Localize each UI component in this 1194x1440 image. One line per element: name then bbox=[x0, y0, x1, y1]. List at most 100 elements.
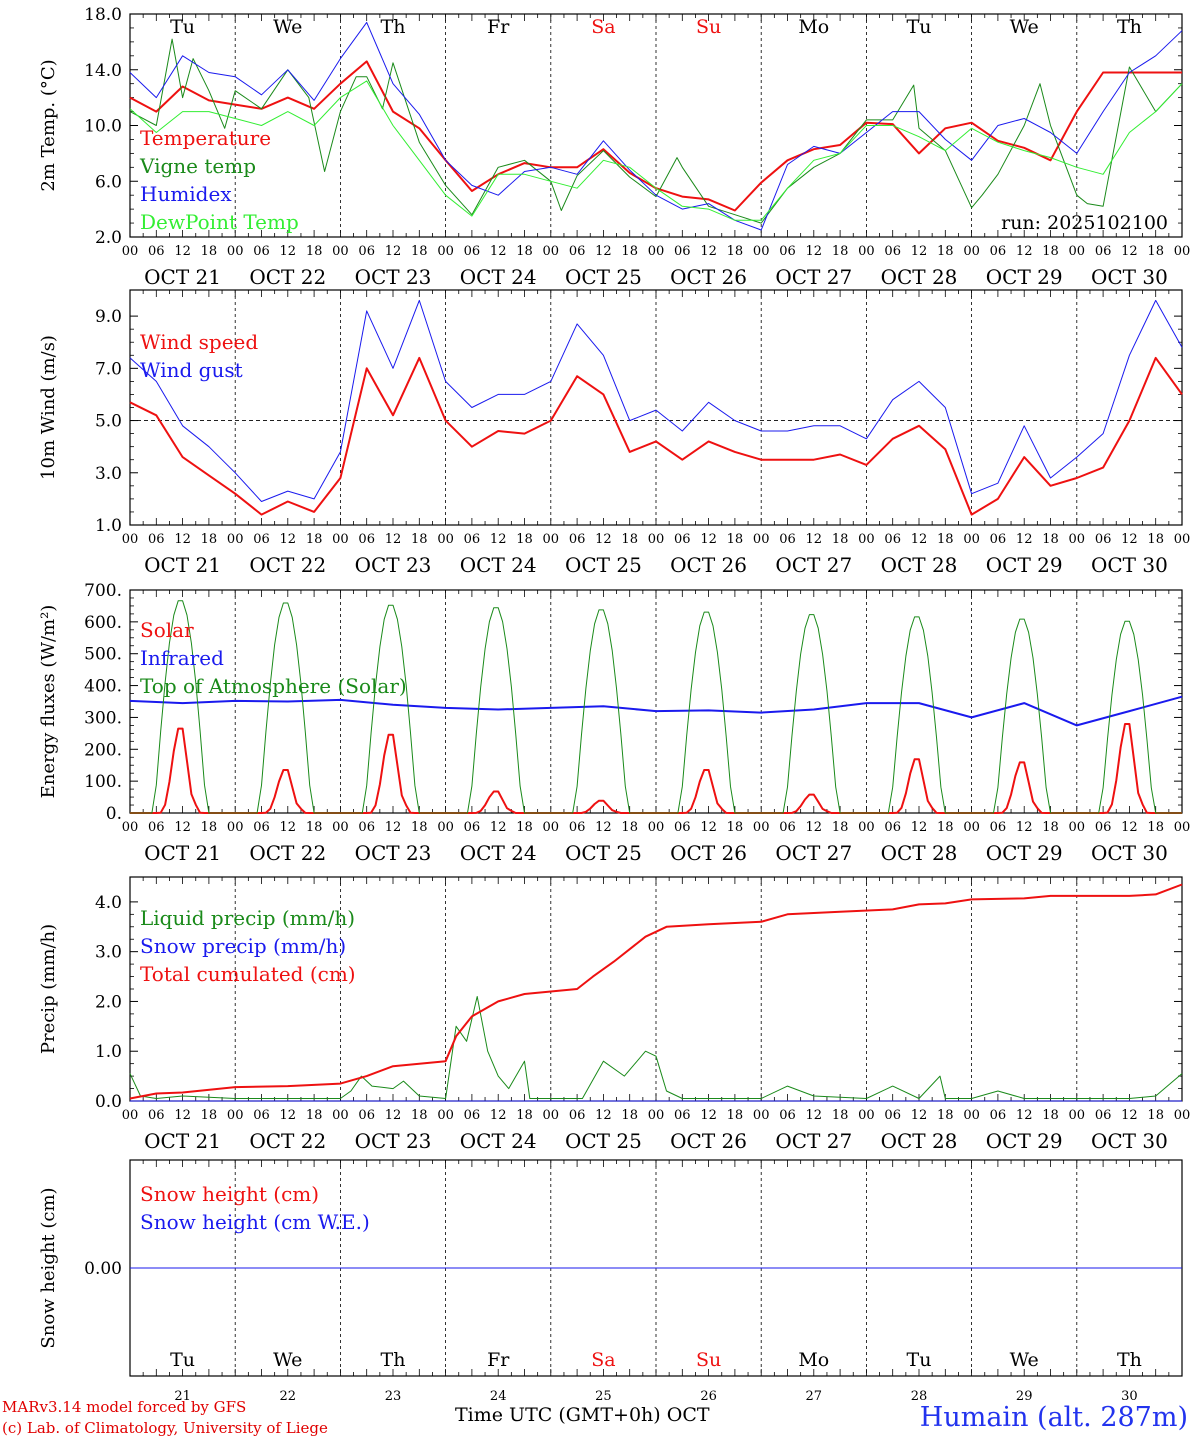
y-tick-label: 3.0 bbox=[95, 464, 122, 484]
series-line-top-of-atmosphere-solar- bbox=[130, 600, 1182, 814]
date-label: OCT 21 bbox=[144, 1129, 221, 1153]
date-label: OCT 21 bbox=[144, 553, 221, 577]
day-number-label: 26 bbox=[700, 1389, 717, 1404]
hour-label: 12 bbox=[806, 1108, 823, 1123]
hour-label: 18 bbox=[201, 820, 218, 835]
weekday-label: Mo bbox=[798, 1349, 829, 1371]
hour-label: 00 bbox=[753, 244, 770, 259]
y-tick-label: 2.0 bbox=[95, 228, 122, 248]
hour-label: 06 bbox=[1095, 244, 1112, 259]
hour-label: 00 bbox=[1069, 820, 1086, 835]
date-label: OCT 30 bbox=[1091, 553, 1168, 577]
hour-label: 18 bbox=[1147, 820, 1164, 835]
time-axis-title: Time UTC (GMT+0h) OCT bbox=[455, 1404, 710, 1426]
hour-label: 18 bbox=[516, 244, 533, 259]
hour-label: 12 bbox=[280, 244, 297, 259]
y-axis-title: 10m Wind (m/s) bbox=[38, 335, 59, 480]
series-line-infrared bbox=[129, 695, 1183, 727]
weekday-label: Fr bbox=[487, 1349, 510, 1371]
date-label: OCT 22 bbox=[249, 553, 326, 577]
day-number-label: 22 bbox=[280, 1389, 297, 1404]
hour-label: 12 bbox=[1121, 1108, 1138, 1123]
hour-label: 00 bbox=[648, 820, 665, 835]
y-tick-label: 0.00 bbox=[84, 1259, 122, 1279]
hour-label: 12 bbox=[490, 532, 507, 547]
hour-label: 12 bbox=[385, 532, 402, 547]
hour-label: 00 bbox=[648, 1108, 665, 1123]
hour-label: 06 bbox=[358, 1108, 375, 1123]
hour-label: 00 bbox=[332, 820, 349, 835]
hour-label: 12 bbox=[174, 1108, 191, 1123]
date-label: OCT 27 bbox=[775, 553, 852, 577]
hour-label: 00 bbox=[543, 1108, 560, 1123]
date-label: OCT 27 bbox=[775, 841, 852, 865]
legend-entry: Total cumulated (cm) bbox=[140, 962, 356, 986]
series-line-wind-gust bbox=[129, 299, 1183, 502]
date-label: OCT 30 bbox=[1091, 265, 1168, 289]
date-label: OCT 24 bbox=[460, 553, 537, 577]
legend-entry: Infrared bbox=[140, 646, 224, 670]
date-label: OCT 25 bbox=[565, 1129, 642, 1153]
hour-label: 00 bbox=[122, 532, 139, 547]
hour-label: 06 bbox=[990, 1108, 1007, 1123]
hour-label: 18 bbox=[201, 1108, 218, 1123]
hour-label: 06 bbox=[464, 532, 481, 547]
hour-label: 18 bbox=[306, 532, 323, 547]
hour-label: 18 bbox=[727, 244, 744, 259]
day-number-label: 27 bbox=[806, 1389, 823, 1404]
hour-label: 18 bbox=[621, 244, 638, 259]
y-tick-label: 0. bbox=[106, 804, 122, 824]
hour-label: 06 bbox=[674, 244, 691, 259]
legend-entry: DewPoint Temp bbox=[140, 210, 299, 234]
series-line-solar bbox=[130, 723, 1182, 814]
hour-label: 06 bbox=[1095, 532, 1112, 547]
y-tick-label: 4.0 bbox=[95, 893, 122, 913]
hour-label: 12 bbox=[595, 244, 612, 259]
hour-label: 00 bbox=[1174, 820, 1191, 835]
hour-label: 18 bbox=[201, 532, 218, 547]
date-label: OCT 24 bbox=[460, 265, 537, 289]
legend-entry: Humidex bbox=[140, 182, 232, 206]
day-number-label: 29 bbox=[1016, 1389, 1033, 1404]
hour-label: 18 bbox=[937, 532, 954, 547]
month-label: OCT bbox=[666, 1404, 710, 1426]
weekday-label: Th bbox=[1117, 16, 1142, 38]
hour-label: 06 bbox=[358, 820, 375, 835]
date-label: OCT 24 bbox=[460, 841, 537, 865]
weekday-label: We bbox=[273, 16, 302, 38]
hour-label: 00 bbox=[1069, 1108, 1086, 1123]
date-label: OCT 22 bbox=[249, 1129, 326, 1153]
hour-label: 06 bbox=[148, 532, 165, 547]
hour-label: 18 bbox=[1147, 1108, 1164, 1123]
hour-label: 06 bbox=[569, 532, 586, 547]
date-label: OCT 28 bbox=[881, 1129, 958, 1153]
hour-label: 12 bbox=[280, 820, 297, 835]
hour-label: 06 bbox=[779, 244, 796, 259]
hour-label: 00 bbox=[122, 244, 139, 259]
hour-label: 00 bbox=[858, 244, 875, 259]
legend-entry: Snow height (cm W.E.) bbox=[140, 1210, 370, 1234]
hour-label: 18 bbox=[306, 820, 323, 835]
hour-label: 18 bbox=[306, 1108, 323, 1123]
hour-label: 18 bbox=[727, 532, 744, 547]
hour-label: 12 bbox=[700, 820, 717, 835]
legend-entry: Wind speed bbox=[140, 330, 258, 354]
weekday-label: Tu bbox=[170, 16, 195, 38]
hour-label: 00 bbox=[543, 820, 560, 835]
hour-label: 18 bbox=[621, 1108, 638, 1123]
hour-label: 00 bbox=[858, 532, 875, 547]
panel-temp: 2.0 6.0 10.0 14.0 18.0 2m Temp. (°C) Temperatu… bbox=[38, 5, 1190, 289]
date-label: OCT 27 bbox=[775, 265, 852, 289]
weekday-label: Th bbox=[381, 1349, 406, 1371]
hour-label: 06 bbox=[569, 244, 586, 259]
hour-label: 12 bbox=[911, 244, 928, 259]
date-label: OCT 26 bbox=[670, 1129, 747, 1153]
hour-label: 06 bbox=[464, 244, 481, 259]
hour-label: 00 bbox=[648, 532, 665, 547]
hour-label: 12 bbox=[911, 820, 928, 835]
hour-label: 06 bbox=[674, 1108, 691, 1123]
series-line-total-cumulated-cm- bbox=[129, 883, 1183, 1100]
hour-label: 00 bbox=[227, 244, 244, 259]
y-tick-label: 500. bbox=[84, 645, 122, 665]
weekday-label: Th bbox=[1117, 1349, 1142, 1371]
